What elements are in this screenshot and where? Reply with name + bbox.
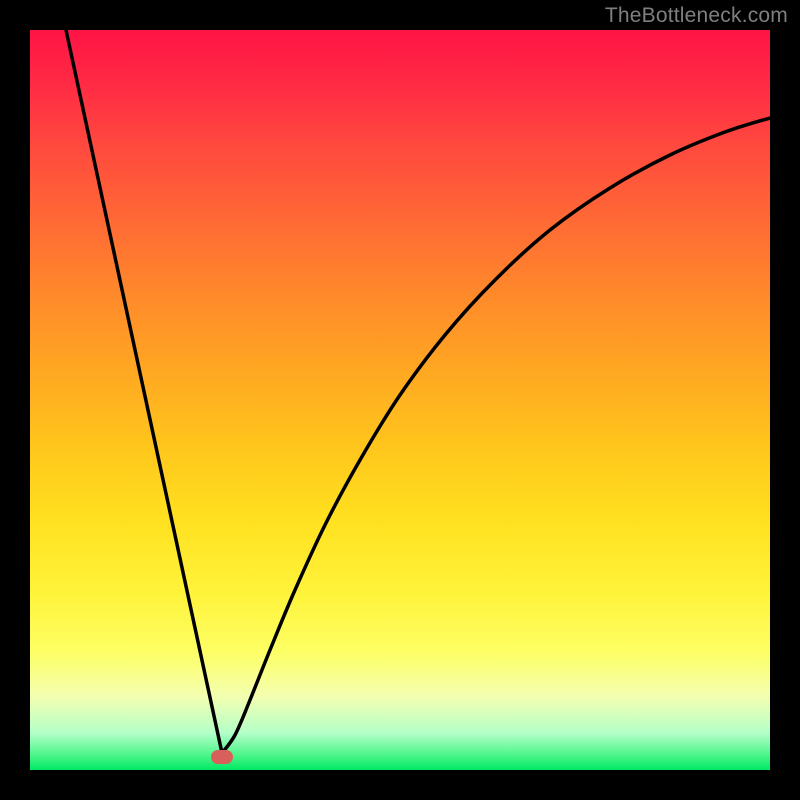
- plot-area: [30, 30, 770, 770]
- bottleneck-curve: [66, 30, 770, 753]
- min-point-marker: [211, 750, 233, 764]
- watermark-text: TheBottleneck.com: [605, 4, 788, 28]
- chart-frame: TheBottleneck.com: [0, 0, 800, 800]
- curve-layer: [30, 30, 770, 770]
